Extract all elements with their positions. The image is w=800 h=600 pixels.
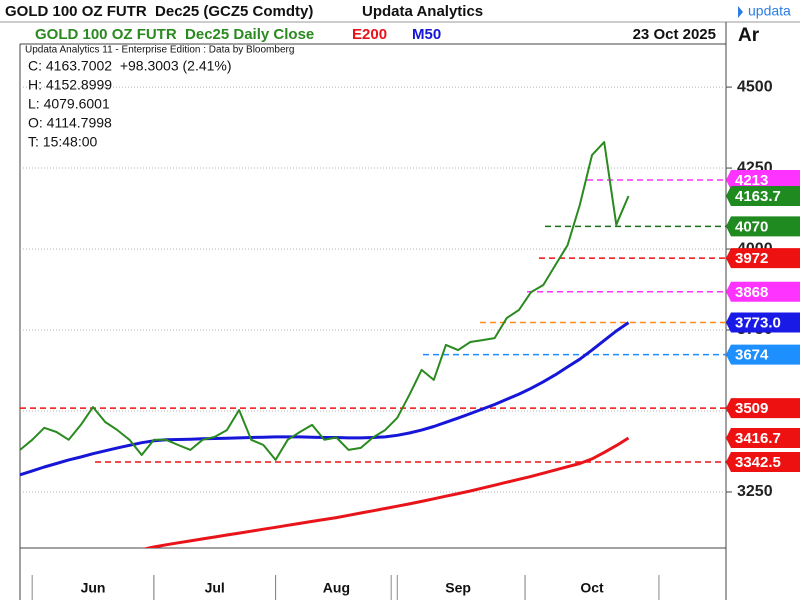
series-line bbox=[20, 141, 630, 461]
level-label: 3773.0 bbox=[735, 315, 781, 332]
level-label: 4163.7 bbox=[735, 188, 781, 205]
level-box bbox=[726, 452, 800, 473]
x-tick-label: Jun bbox=[81, 580, 106, 596]
info-line: H: 4152.8999 bbox=[28, 77, 112, 93]
x-tick-label: Oct bbox=[580, 580, 604, 596]
x-tick-label: Sep bbox=[445, 580, 471, 596]
level-label: 3416.7 bbox=[735, 430, 781, 447]
level-box bbox=[726, 248, 800, 269]
level-label: 3342.5 bbox=[735, 454, 781, 471]
level-box bbox=[726, 186, 800, 207]
source: Updata Analytics 11 - Enterprise Edition… bbox=[25, 45, 294, 56]
info-line: L: 4079.6001 bbox=[28, 96, 110, 112]
info-line: T: 15:48:00 bbox=[28, 134, 97, 150]
info-box: Updata Analytics 11 - Enterprise Edition… bbox=[25, 45, 294, 150]
publisher: Updata Analytics bbox=[362, 3, 483, 20]
y-tick-label: 3250 bbox=[737, 483, 773, 500]
logo: updata bbox=[748, 3, 791, 19]
chart-title: GOLD 100 OZ FUTR Dec25 (GCZ5 Comdty) bbox=[5, 3, 313, 20]
level-label: 4213 bbox=[735, 172, 768, 189]
level-label: 3509 bbox=[735, 400, 768, 417]
info-line: C: 4163.7002 +98.3003 (2.41%) bbox=[28, 58, 232, 74]
series-line bbox=[142, 436, 630, 548]
series-line bbox=[20, 321, 630, 477]
level-box bbox=[726, 398, 800, 419]
level-label: 4070 bbox=[735, 218, 768, 235]
axis-header: Ar bbox=[738, 25, 760, 46]
level-box bbox=[726, 344, 800, 365]
logo-icon bbox=[738, 6, 743, 18]
info-line: O: 4114.7998 bbox=[28, 115, 112, 131]
level-box bbox=[726, 170, 800, 191]
x-tick-label: Jul bbox=[205, 580, 225, 596]
level-label: 3868 bbox=[735, 284, 768, 301]
x-tick-label: Aug bbox=[323, 580, 350, 596]
series bbox=[20, 141, 630, 548]
legend-entry: GOLD 100 OZ FUTR Dec25 Daily Close bbox=[35, 26, 314, 43]
level-box bbox=[726, 427, 800, 448]
level-label: 3972 bbox=[735, 250, 768, 267]
level-box bbox=[726, 216, 800, 237]
chart-date: 23 Oct 2025 bbox=[633, 26, 716, 43]
y-tick-label: 4500 bbox=[737, 78, 773, 95]
level-label: 3674 bbox=[735, 347, 769, 364]
legend-entry: M50 bbox=[412, 26, 441, 43]
legend-entry: E200 bbox=[352, 26, 387, 43]
x-axis: Jun Jul Aug Sep Oct bbox=[31, 575, 660, 600]
level-box bbox=[726, 312, 800, 333]
level-box bbox=[726, 281, 800, 302]
